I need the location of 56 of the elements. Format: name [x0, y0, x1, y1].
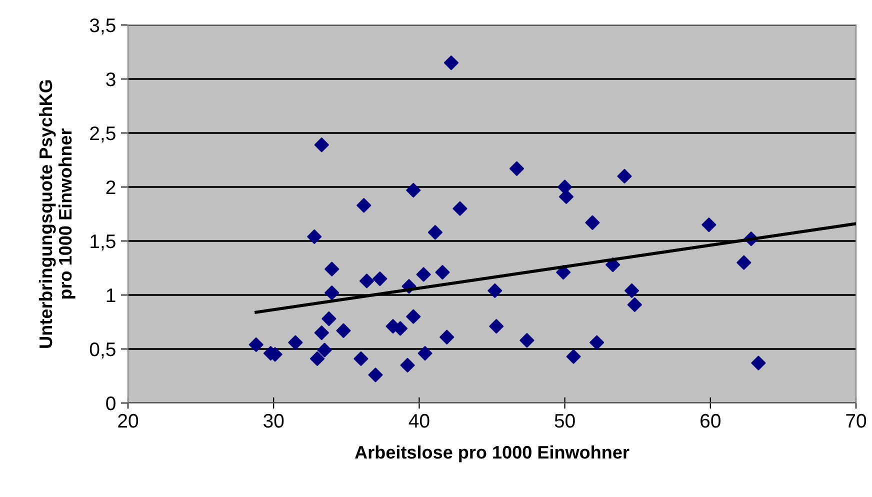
point [428, 225, 442, 240]
point [435, 265, 450, 280]
point [354, 351, 368, 366]
x-tick-label: 50 [554, 414, 575, 428]
point [310, 351, 325, 366]
point [368, 368, 383, 382]
point [314, 326, 329, 340]
point [558, 189, 574, 204]
y-tick-label: 1,5 [90, 234, 116, 251]
x-tick-label: 30 [264, 414, 284, 428]
point [336, 323, 351, 338]
point [520, 333, 534, 348]
point [488, 283, 502, 298]
point [509, 161, 524, 176]
point [356, 198, 372, 213]
point [416, 267, 431, 282]
point [288, 335, 303, 350]
point [624, 283, 640, 298]
point [307, 229, 322, 244]
point [322, 311, 336, 326]
point [317, 342, 332, 358]
point [406, 309, 421, 324]
point [314, 138, 329, 152]
point [444, 56, 459, 70]
y-tick-label: 0 [106, 396, 116, 410]
y-axis-title: Unterbringungsquote PsychKG pro 1000 Einwohner [38, 80, 76, 348]
point [418, 346, 432, 361]
x-tick-label: 20 [118, 414, 138, 428]
point [360, 274, 374, 288]
point [324, 286, 340, 300]
y-tick-label: 2 [106, 180, 116, 194]
point [566, 349, 581, 364]
point [627, 297, 642, 312]
point [617, 168, 632, 184]
point [406, 182, 421, 198]
point [751, 356, 766, 370]
y-tick-label: 2,5 [90, 126, 116, 143]
x-tick-label: 40 [408, 414, 430, 428]
y-tick-label: 3 [106, 72, 116, 86]
point [489, 319, 504, 334]
point [452, 201, 468, 216]
point [736, 255, 752, 270]
point [400, 358, 415, 372]
point [324, 262, 340, 276]
point [702, 218, 716, 232]
point [590, 335, 604, 350]
point [248, 337, 264, 352]
x-axis-title: Arbeitslose pro 1000 Einwohner [354, 445, 630, 462]
y-tick-label: 3,5 [90, 18, 116, 35]
y-tick-label: 1 [106, 288, 116, 302]
point [372, 272, 388, 286]
y-tick-label: 0,5 [90, 342, 116, 359]
x-tick-label: 70 [846, 414, 866, 428]
point [440, 330, 454, 344]
x-tick-label: 60 [700, 414, 720, 428]
point [585, 215, 600, 230]
